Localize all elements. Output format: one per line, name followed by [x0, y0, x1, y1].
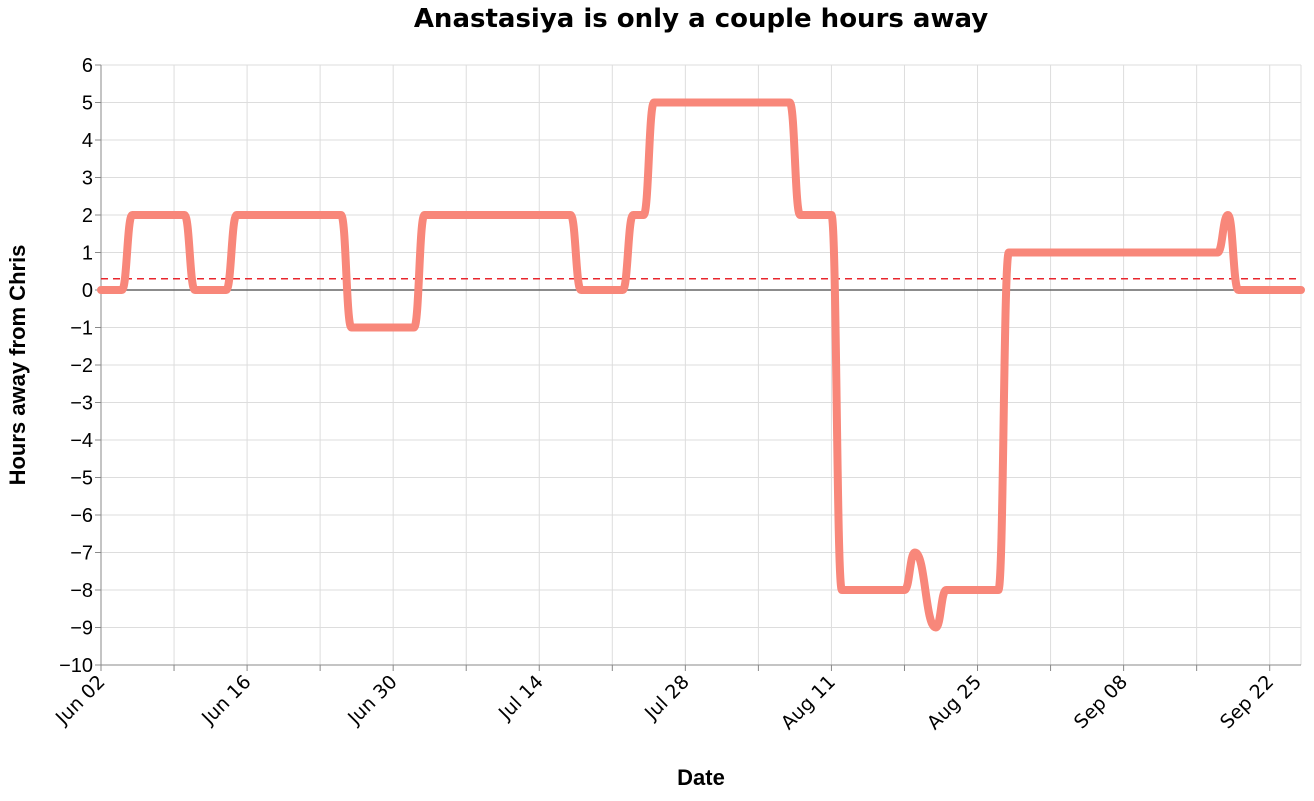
- y-tick-label: −2: [70, 355, 93, 377]
- grid: [101, 65, 1301, 665]
- y-tick-label: 4: [82, 130, 93, 152]
- y-tick-label: −3: [70, 393, 93, 415]
- x-tick-label: Sep 08: [1070, 671, 1132, 733]
- y-tick-label: −8: [70, 580, 93, 602]
- x-axis-label: Date: [677, 765, 725, 790]
- x-tick-label: Jun 16: [197, 671, 256, 730]
- y-tick-label: −10: [59, 655, 93, 677]
- x-tick-label: Aug 11: [777, 671, 840, 734]
- x-tick-label: Jun 02: [51, 671, 110, 730]
- y-tick-label: −1: [70, 318, 93, 340]
- y-tick-label: 5: [82, 93, 93, 115]
- chart-title: Anastasiya is only a couple hours away: [414, 4, 988, 34]
- x-tick-label: Sep 22: [1216, 671, 1278, 733]
- y-tick-label: −9: [70, 618, 93, 640]
- x-tick-label: Jul 14: [494, 671, 548, 725]
- x-tick-label: Jun 30: [343, 671, 402, 730]
- y-tick-label: −6: [70, 505, 93, 527]
- y-tick-label: 1: [82, 243, 93, 265]
- y-tick-label: −7: [70, 543, 93, 565]
- reference-lines: [101, 279, 1301, 290]
- x-tick-label: Jul 28: [640, 671, 694, 725]
- y-tick-label: 0: [82, 280, 93, 302]
- y-axis-label: Hours away from Chris: [5, 245, 30, 486]
- y-tick-label: 6: [82, 55, 93, 77]
- y-tick-label: −5: [70, 468, 93, 490]
- y-tick-label: −4: [70, 430, 93, 452]
- y-tick-label: 3: [82, 168, 93, 190]
- x-tick-label: Aug 25: [923, 671, 986, 734]
- y-tick-label: 2: [82, 205, 93, 227]
- axes: [95, 65, 1301, 671]
